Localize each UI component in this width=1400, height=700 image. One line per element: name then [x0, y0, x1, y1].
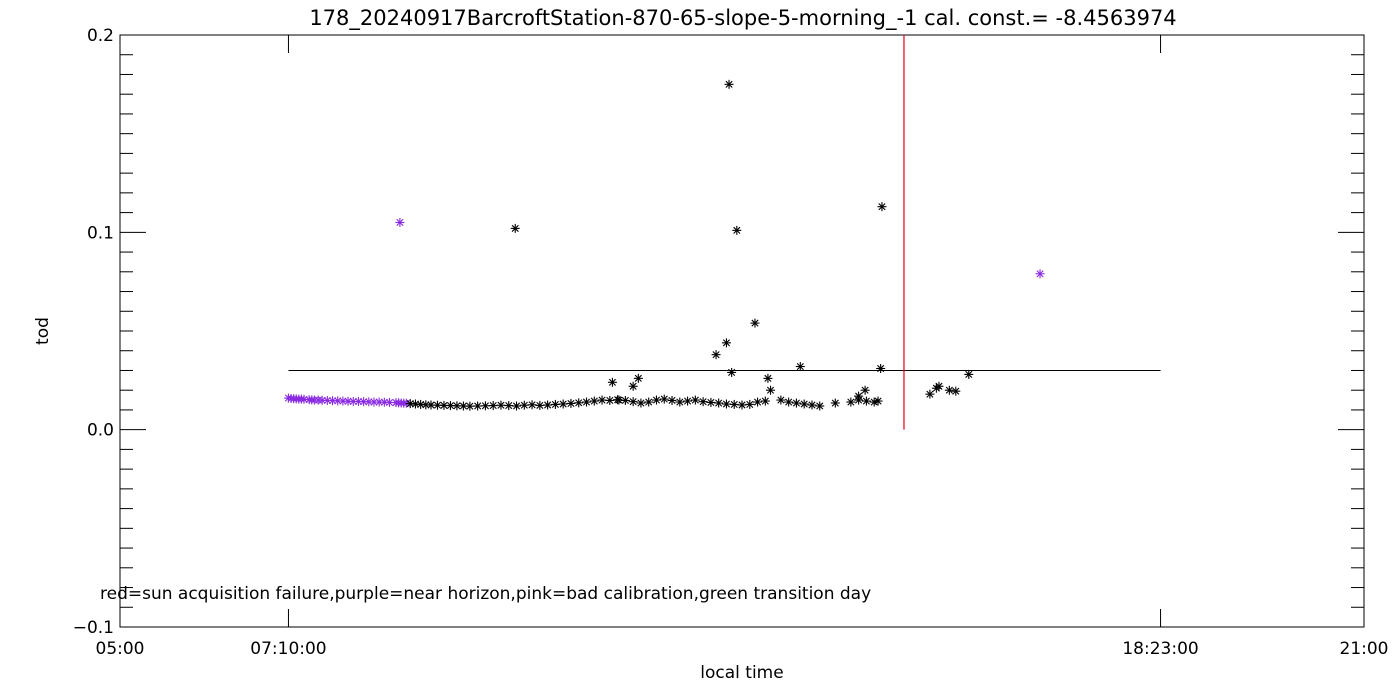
- data-point: [628, 381, 638, 391]
- data-point: [791, 398, 801, 408]
- x-tick-label: 07:10:00: [250, 639, 326, 659]
- chart-title: 178_20240917BarcroftStation-870-65-slope…: [309, 6, 1176, 31]
- data-point: [597, 395, 607, 405]
- data-point: [527, 400, 537, 410]
- data-point: [651, 395, 661, 405]
- data-point: [543, 400, 553, 410]
- data-point: [854, 391, 864, 401]
- data-point: [944, 385, 954, 395]
- data-point: [633, 373, 643, 383]
- data-point: [683, 396, 693, 406]
- data-point: [763, 373, 773, 383]
- y-tick-label: 0.0: [87, 421, 114, 441]
- data-point: [628, 397, 638, 407]
- axis-ticks: [119, 34, 1365, 628]
- data-point: [815, 401, 825, 411]
- y-tick-label: −0.1: [73, 618, 114, 638]
- data-point: [644, 397, 654, 407]
- data-point: [721, 338, 731, 348]
- data-point: [964, 369, 974, 379]
- data-point: [519, 400, 529, 410]
- data-point: [753, 397, 763, 407]
- data-point: [750, 318, 760, 328]
- data-point: [830, 398, 840, 408]
- data-point: [535, 400, 545, 410]
- data-point: [846, 397, 856, 407]
- data-point: [582, 397, 591, 407]
- data-point: [496, 400, 506, 410]
- legend-annotation: red=sun acquisition failure,purple=near …: [100, 584, 871, 604]
- data-point: [799, 399, 809, 409]
- data-point: [574, 398, 584, 408]
- x-tick-label: 18:23:00: [1122, 639, 1198, 659]
- data-point: [690, 395, 700, 405]
- data-point: [395, 217, 405, 227]
- data-points: [283, 79, 1045, 411]
- data-point: [951, 386, 961, 396]
- x-tick-labels: 05:00 07:10:00 18:23:00 21:00: [96, 639, 1389, 659]
- data-point: [550, 399, 560, 409]
- data-point: [458, 401, 468, 411]
- data-point: [465, 401, 475, 411]
- data-point: [659, 394, 669, 404]
- data-point: [873, 396, 883, 406]
- data-point: [510, 223, 520, 233]
- data-point: [724, 79, 734, 89]
- data-point: [861, 396, 871, 406]
- data-point: [667, 395, 677, 405]
- data-point: [369, 397, 379, 407]
- data-point: [605, 395, 615, 405]
- data-point: [729, 399, 739, 409]
- x-axis-label: local time: [700, 663, 783, 683]
- data-point: [607, 377, 617, 387]
- data-point: [876, 363, 886, 373]
- data-point: [737, 400, 747, 410]
- data-point: [745, 399, 755, 409]
- data-point: [807, 400, 817, 410]
- data-point: [706, 397, 716, 407]
- data-point: [558, 399, 568, 409]
- data-point: [1035, 269, 1045, 279]
- data-point: [714, 398, 724, 408]
- data-point: [732, 225, 742, 235]
- x-tick-label: 21:00: [1340, 639, 1389, 659]
- data-point: [512, 401, 522, 411]
- data-point: [488, 401, 498, 411]
- data-point: [589, 396, 599, 406]
- data-point: [727, 367, 737, 377]
- data-point: [795, 362, 805, 372]
- data-point: [566, 398, 576, 408]
- data-point: [504, 401, 514, 411]
- data-point: [614, 395, 624, 405]
- data-point: [675, 397, 685, 407]
- data-point: [698, 397, 708, 407]
- data-point: [711, 350, 721, 360]
- data-point: [784, 397, 794, 407]
- plot-frame: [119, 34, 1365, 628]
- data-point: [925, 389, 935, 399]
- data-point: [721, 399, 731, 409]
- x-tick-label: 05:00: [96, 639, 145, 659]
- y-axis-label: tod: [33, 317, 53, 345]
- data-point: [776, 395, 786, 405]
- y-tick-label: 0.1: [87, 223, 114, 243]
- data-point: [766, 385, 776, 395]
- data-point: [934, 381, 944, 391]
- data-point: [473, 401, 483, 411]
- data-point: [480, 401, 490, 411]
- y-tick-labels: −0.1 0.0 0.1 0.2: [73, 26, 114, 638]
- y-tick-label: 0.2: [87, 26, 114, 46]
- data-point: [860, 385, 870, 395]
- data-point: [636, 398, 646, 408]
- data-point: [877, 202, 887, 212]
- data-point: [760, 396, 770, 406]
